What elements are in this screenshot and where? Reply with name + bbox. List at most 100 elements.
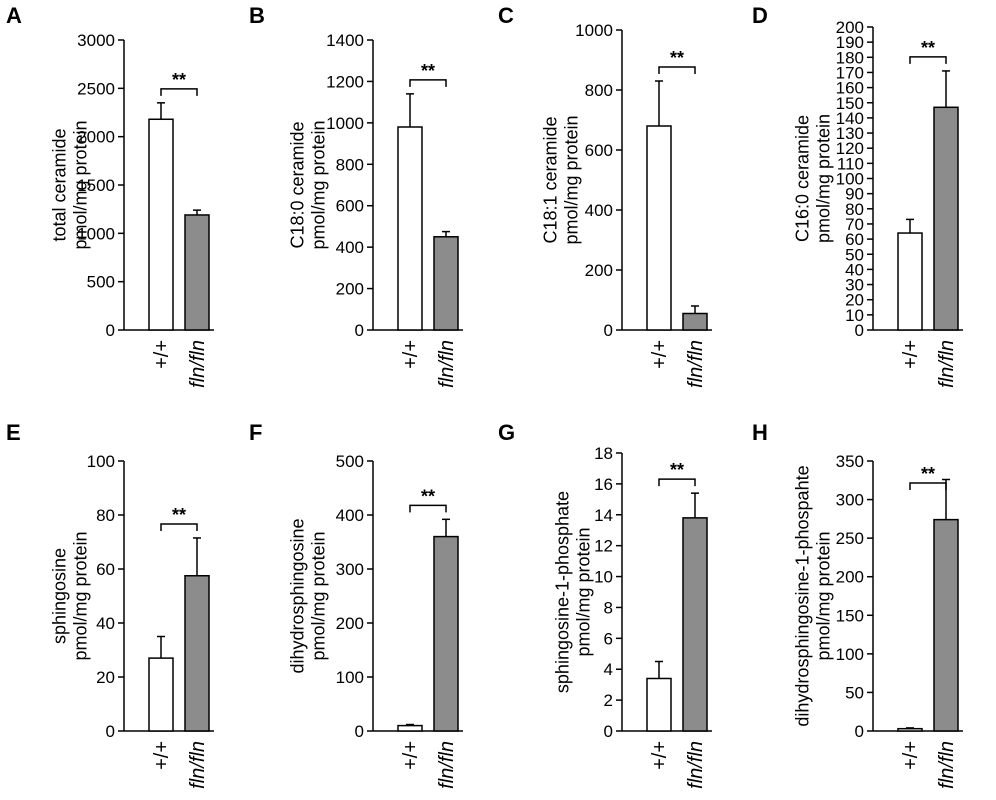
y-tick-label-h: 50 (845, 683, 864, 702)
panel-letter-g: G (498, 420, 515, 445)
significance-bracket-g (658, 478, 696, 487)
y-tick-label-e: 0 (106, 722, 115, 741)
y-axis-title-b: C18:0 ceramidepmol/mg protein (288, 120, 329, 249)
y-axis-title-line: pmol/mg protein (573, 527, 593, 656)
bar-d-wildtype (897, 232, 923, 331)
panel-letter-b: B (249, 3, 265, 28)
bar-b-wildtype (397, 126, 423, 331)
y-tick-label-g: 10 (594, 568, 613, 587)
significance-label-b: ** (421, 61, 435, 81)
y-tick-label-c: 600 (585, 141, 613, 160)
y-axis-title-line: C16:0 ceramide (793, 115, 813, 242)
y-tick-label-d: 70 (845, 215, 864, 234)
bar-f-fln (433, 535, 459, 732)
category-label-h: +/+ (900, 741, 922, 770)
category-label-h: fln/fln (936, 741, 958, 789)
y-tick-label-d: 100 (836, 170, 864, 189)
y-axis-title-line: pmol/mg protein (813, 531, 833, 660)
category-label-b: +/+ (400, 340, 422, 369)
y-axis-title-line: dihydrosphingosine (288, 518, 308, 673)
y-tick-label-d: 160 (836, 79, 864, 98)
y-tick-label-b: 1000 (326, 114, 364, 133)
panel-letter-c: C (498, 3, 514, 28)
category-label-g: +/+ (649, 741, 671, 770)
bar-f-wildtype (397, 724, 423, 732)
significance-label-f: ** (421, 486, 435, 506)
significance-bracket-f (409, 504, 447, 513)
y-tick-label-f: 200 (336, 614, 364, 633)
y-axis-title-line: sphingosine-1-phosphate (553, 491, 573, 693)
significance-bracket-e (160, 523, 198, 531)
y-tick-label-f: 300 (336, 560, 364, 579)
y-tick-label-h: 350 (836, 452, 864, 471)
y-tick-label-d: 90 (845, 185, 864, 204)
y-tick-label-e: 80 (96, 506, 115, 525)
significance-label-h: ** (921, 464, 935, 484)
y-axis-title-line: total ceramide (50, 128, 70, 241)
y-tick-label-f: 100 (336, 668, 364, 687)
y-tick-label-b: 1400 (326, 31, 364, 50)
y-axis-title-f: dihydrosphingosinepmol/mg protein (288, 518, 329, 673)
y-tick-label-f: 0 (355, 722, 364, 741)
y-tick-label-d: 120 (836, 139, 864, 158)
y-tick-label-g: 6 (604, 629, 613, 648)
category-label-f: fln/fln (436, 741, 458, 789)
y-tick-label-h: 100 (836, 645, 864, 664)
y-tick-label-a: 2000 (77, 128, 115, 147)
significance-bracket-c (658, 66, 696, 74)
bar-g-wildtype (646, 677, 672, 732)
bar-g-fln (682, 517, 708, 732)
panel-letter-d: D (752, 3, 768, 28)
y-tick-label-h: 150 (836, 606, 864, 625)
category-label-d: +/+ (900, 340, 922, 369)
y-axis-title-a: total ceramidepmol/mg protein (50, 120, 91, 249)
y-tick-label-a: 500 (87, 273, 115, 292)
y-axis-title-g: sphingosine-1-phosphatepmol/mg protein (553, 491, 594, 693)
y-tick-label-d: 20 (845, 291, 864, 310)
y-tick-label-g: 4 (604, 660, 613, 679)
y-tick-label-b: 800 (336, 155, 364, 174)
y-tick-label-e: 100 (87, 452, 115, 471)
y-tick-label-c: 200 (585, 261, 613, 280)
category-label-f: +/+ (400, 741, 422, 770)
bar-a-wildtype (148, 118, 174, 331)
y-axis-title-line: sphingosine (50, 548, 70, 644)
bar-d-fln (933, 106, 959, 331)
y-tick-label-a: 2500 (77, 79, 115, 98)
panel-letter-a: A (6, 3, 22, 28)
bar-a-fln (184, 214, 210, 331)
y-axis-title-line: pmol/mg protein (70, 531, 90, 660)
y-tick-label-e: 60 (96, 560, 115, 579)
y-tick-label-g: 16 (594, 475, 613, 494)
y-tick-label-h: 300 (836, 491, 864, 510)
y-tick-label-d: 30 (845, 276, 864, 295)
y-tick-label-c: 0 (604, 321, 613, 340)
panel-letter-e: E (6, 420, 21, 445)
y-tick-label-h: 250 (836, 529, 864, 548)
y-tick-label-e: 40 (96, 614, 115, 633)
category-label-e: fln/fln (187, 741, 209, 789)
panel-letter-h: H (752, 420, 768, 445)
bar-b-fln (433, 236, 459, 331)
y-tick-label-d: 60 (845, 230, 864, 249)
category-label-b: fln/fln (436, 340, 458, 388)
y-tick-label-g: 14 (594, 506, 613, 525)
category-label-g: fln/fln (685, 741, 707, 789)
y-tick-label-d: 190 (836, 33, 864, 52)
y-tick-label-d: 200 (836, 18, 864, 37)
y-axis-title-c: C18:1 ceramidepmol/mg protein (541, 115, 582, 244)
y-tick-label-h: 200 (836, 568, 864, 587)
y-axis-title-line: pmol/mg protein (561, 115, 581, 244)
y-tick-label-d: 10 (845, 306, 864, 325)
y-tick-label-g: 2 (604, 691, 613, 710)
y-tick-label-g: 8 (604, 598, 613, 617)
bar-h-fln (933, 518, 959, 732)
category-label-a: fln/fln (187, 340, 209, 388)
y-axis-title-line: pmol/mg protein (308, 120, 328, 249)
y-tick-label-d: 50 (845, 245, 864, 264)
y-tick-label-c: 400 (585, 201, 613, 220)
category-label-a: +/+ (151, 340, 173, 369)
bar-h-wildtype (897, 727, 923, 732)
significance-label-g: ** (670, 460, 684, 480)
significance-bracket-h (909, 482, 947, 490)
